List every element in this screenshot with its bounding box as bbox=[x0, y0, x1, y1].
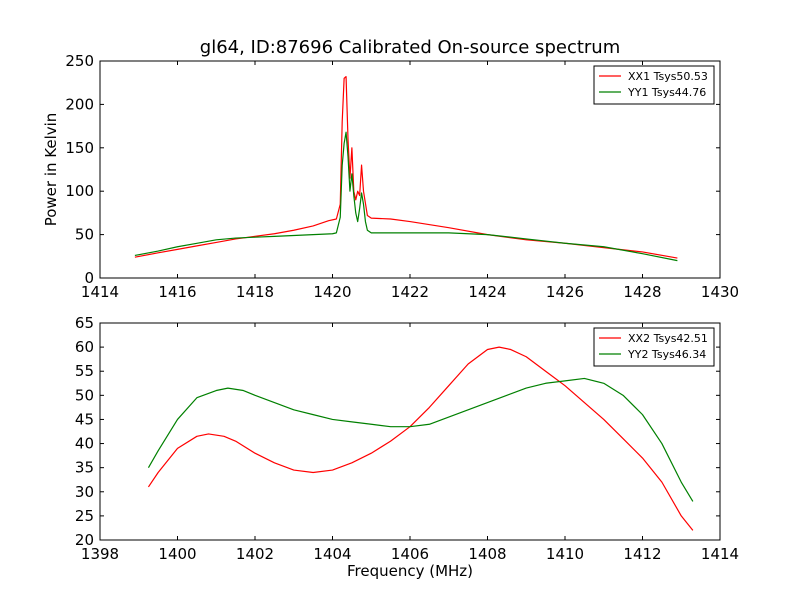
legend-box bbox=[593, 65, 715, 105]
y-axis-label: Power in Kelvin bbox=[42, 113, 60, 227]
x-axis-label: Frequency (MHz) bbox=[347, 562, 473, 580]
x-tick-label: 1414 bbox=[701, 545, 739, 563]
x-tick-label: 1424 bbox=[468, 283, 506, 301]
legend-label: YY1 Tsys44.76 bbox=[627, 86, 706, 99]
series-line-2 bbox=[147, 377, 694, 502]
x-tick-label: 1406 bbox=[391, 545, 429, 563]
legend-label: XX2 Tsys42.51 bbox=[628, 332, 708, 345]
series-line-1 bbox=[147, 346, 694, 531]
legend: XX2 Tsys42.51 YY2 Tsys46.34 bbox=[593, 327, 715, 367]
figure-title: gl64, ID:87696 Calibrated On-source spec… bbox=[200, 37, 620, 58]
y-tick-label: 20 bbox=[75, 531, 94, 549]
x-tick-label: 1420 bbox=[313, 283, 351, 301]
y-tick-label: 150 bbox=[65, 139, 94, 157]
y-tick-label: 60 bbox=[75, 338, 94, 356]
bottom-spectrum-panel: 1398 1400 1402 1404 1406 1408 1410 1412 1414 20 25… bbox=[75, 314, 739, 580]
top-spectrum-panel: 1414 1416 1418 1420 1422 1424 1426 1428 1430 0 50 1… bbox=[42, 52, 739, 301]
x-tick-label: 1400 bbox=[158, 545, 196, 563]
x-tick-label: 1402 bbox=[236, 545, 274, 563]
x-tick-label: 1422 bbox=[391, 283, 429, 301]
x-tick-label: 1412 bbox=[623, 545, 661, 563]
y-tick-label: 25 bbox=[75, 507, 94, 525]
y-tick-label: 250 bbox=[65, 52, 94, 70]
x-tick-label: 1414 bbox=[81, 283, 119, 301]
legend-box bbox=[593, 327, 715, 367]
x-tick-label: 1428 bbox=[623, 283, 661, 301]
x-tick-label: 1426 bbox=[546, 283, 584, 301]
y-tick-label: 55 bbox=[75, 362, 94, 380]
y-tick-label: 65 bbox=[75, 314, 94, 332]
y-tick-label: 200 bbox=[65, 95, 94, 113]
legend-label: YY2 Tsys46.34 bbox=[627, 348, 706, 361]
y-tick-label: 0 bbox=[84, 269, 94, 287]
series-line-2 bbox=[134, 131, 678, 262]
y-tick-label: 100 bbox=[65, 182, 94, 200]
x-tick-label: 1418 bbox=[236, 283, 274, 301]
y-tick-label: 50 bbox=[75, 386, 94, 404]
y-tick-label: 30 bbox=[75, 483, 94, 501]
legend-label: XX1 Tsys50.53 bbox=[628, 70, 708, 83]
x-tick-label: 1430 bbox=[701, 283, 739, 301]
x-tick-label: 1408 bbox=[468, 545, 506, 563]
x-tick-label: 1404 bbox=[313, 545, 351, 563]
legend: XX1 Tsys50.53 YY1 Tsys44.76 bbox=[593, 65, 715, 105]
y-tick-label: 35 bbox=[75, 459, 94, 477]
y-tick-label: 50 bbox=[75, 226, 94, 244]
y-tick-label: 45 bbox=[75, 410, 94, 428]
x-tick-label: 1398 bbox=[81, 545, 119, 563]
y-tick-label: 40 bbox=[75, 435, 94, 453]
x-tick-label: 1410 bbox=[546, 545, 584, 563]
x-tick-label: 1416 bbox=[158, 283, 196, 301]
